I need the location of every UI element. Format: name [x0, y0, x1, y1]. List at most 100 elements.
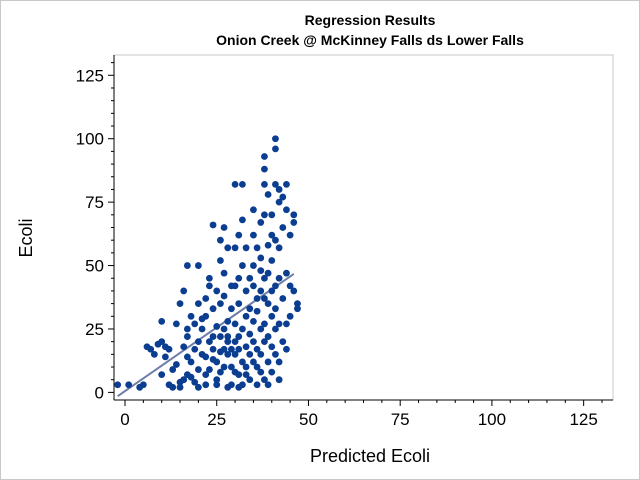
data-point — [275, 186, 283, 193]
plot-area — [113, 54, 614, 401]
data-point — [187, 373, 195, 381]
data-point — [205, 282, 213, 290]
data-point — [239, 216, 246, 224]
data-point — [279, 338, 287, 346]
data-point — [235, 300, 243, 308]
data-point — [139, 381, 147, 389]
data-point — [294, 300, 301, 308]
data-point — [183, 353, 191, 361]
data-point — [272, 282, 279, 290]
regression-line-segment — [117, 273, 295, 398]
data-point — [275, 198, 283, 206]
data-point — [250, 338, 257, 346]
data-point — [172, 320, 180, 328]
data-point — [114, 381, 122, 389]
data-point — [283, 320, 290, 328]
data-point — [183, 262, 191, 269]
data-point — [264, 269, 272, 277]
data-point — [231, 180, 239, 188]
data-point — [172, 361, 180, 368]
data-point — [191, 345, 199, 353]
data-point — [235, 345, 243, 353]
data-point — [246, 330, 254, 338]
y-tick-label: 50 — [85, 257, 104, 276]
data-point — [272, 305, 279, 313]
data-point — [228, 363, 235, 371]
data-point — [220, 325, 228, 333]
data-point — [220, 269, 228, 277]
data-point — [257, 219, 265, 226]
data-point — [250, 231, 257, 239]
data-point — [217, 236, 224, 244]
data-point — [209, 345, 217, 353]
data-point — [272, 350, 279, 358]
data-point — [228, 345, 235, 353]
data-point — [261, 338, 268, 346]
data-point — [264, 333, 272, 340]
x-tick-label: 50 — [299, 410, 318, 429]
data-point — [283, 180, 290, 188]
data-point — [268, 231, 276, 239]
data-point — [268, 368, 276, 376]
data-point — [242, 371, 250, 379]
data-point — [220, 363, 228, 371]
data-point — [294, 305, 301, 313]
data-point — [242, 244, 250, 252]
data-point — [268, 211, 276, 219]
data-point — [217, 333, 224, 340]
y-axis: 0 25 50 75 100 125 — [76, 55, 115, 402]
data-point — [217, 257, 224, 264]
x-axis-label: Predicted Ecoli — [310, 446, 430, 466]
data-point — [261, 153, 268, 160]
data-point — [235, 371, 243, 379]
data-point — [205, 274, 213, 282]
data-point — [220, 224, 228, 231]
y-tick-label: 0 — [95, 383, 104, 402]
data-point — [264, 381, 272, 389]
x-tick-label: 75 — [391, 410, 410, 429]
data-point — [275, 358, 283, 366]
data-point — [198, 325, 206, 333]
data-point — [283, 206, 290, 214]
data-point — [246, 376, 254, 384]
data-point — [205, 366, 213, 373]
data-point — [279, 224, 287, 231]
data-point — [150, 350, 158, 358]
data-point — [169, 383, 177, 391]
data-point — [194, 300, 202, 308]
data-point — [253, 295, 261, 302]
data-point — [217, 300, 224, 308]
data-point — [191, 320, 199, 328]
data-point — [283, 269, 290, 277]
data-point — [202, 381, 210, 389]
data-point — [250, 358, 257, 366]
data-point — [176, 300, 184, 308]
data-point — [239, 381, 246, 389]
data-point — [228, 381, 235, 389]
data-point — [268, 257, 276, 264]
data-point — [231, 350, 239, 358]
data-point — [220, 292, 228, 300]
data-point — [194, 262, 202, 269]
data-point — [261, 376, 268, 384]
data-point — [290, 219, 298, 226]
y-tick-label: 25 — [85, 320, 104, 339]
data-point — [242, 287, 250, 295]
data-point — [283, 345, 290, 353]
data-point — [261, 274, 268, 282]
data-point — [194, 383, 202, 391]
data-point — [224, 244, 232, 252]
data-point — [158, 338, 166, 346]
data-point — [246, 274, 254, 282]
data-point — [272, 236, 279, 244]
data-point — [213, 376, 221, 384]
data-point — [224, 317, 232, 325]
data-point — [224, 333, 232, 340]
x-tick-label: 25 — [207, 410, 226, 429]
data-point — [194, 338, 202, 346]
data-point — [264, 358, 272, 366]
data-point — [202, 295, 210, 302]
data-point — [158, 317, 166, 325]
chart-subtitle: Onion Creek @ McKinney Falls ds Lower Fa… — [216, 32, 524, 48]
data-point — [250, 206, 257, 214]
